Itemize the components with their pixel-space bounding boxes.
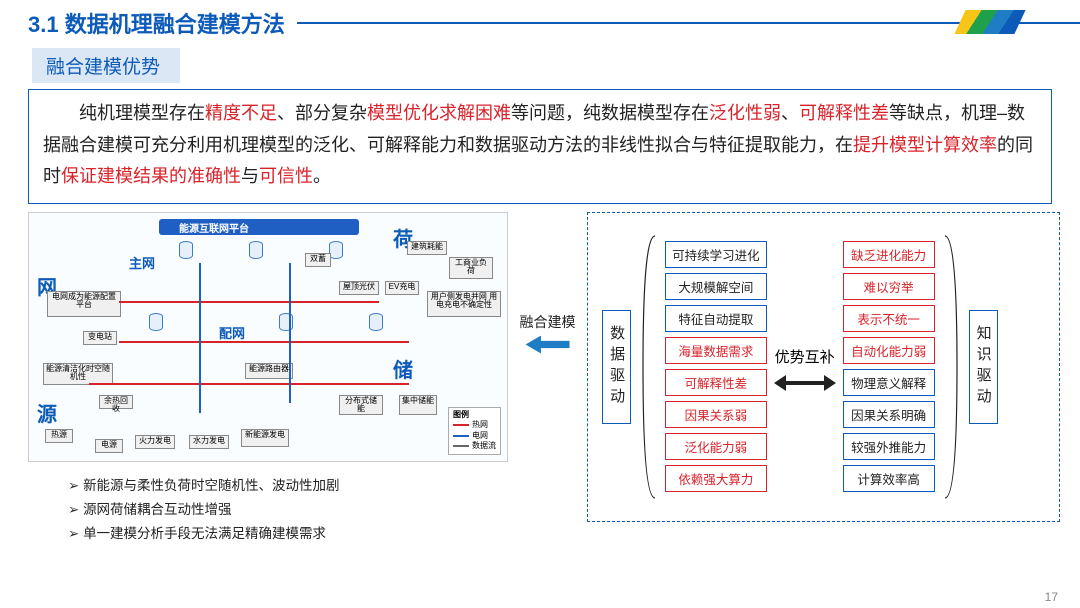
- bullet-item: 单一建模分析手段无法满足精确建模需求: [68, 520, 508, 544]
- diagram-box: 分布式储能: [339, 395, 383, 415]
- middle-column: 融合建模: [518, 212, 577, 354]
- diagram-box: 余热回收: [99, 395, 133, 409]
- desc-fragment: 保证建模结果的准确性: [61, 166, 241, 186]
- left-column: 能源互联网平台网荷源储主网配网电网成为能源配置平台变电站能源清洁化时空随机性余热…: [28, 212, 508, 544]
- capability-tag: 特征自动提取: [665, 305, 767, 332]
- capability-tag: 因果关系明确: [843, 401, 935, 428]
- bracket-right-icon: [943, 232, 961, 502]
- desc-fragment: 。: [313, 166, 331, 186]
- desc-fragment: 模型优化求解困难: [367, 103, 511, 123]
- capability-tag: 可持续学习进化: [665, 241, 767, 268]
- platform-label: 能源互联网平台: [179, 220, 249, 235]
- capability-tag: 计算效率高: [843, 465, 935, 492]
- desc-fragment: 精度不足: [205, 103, 277, 123]
- desc-fragment: 纯机理模型存在: [79, 103, 205, 123]
- diagram-box: 火力发电: [135, 435, 175, 449]
- diagram-box: 新能源发电: [241, 429, 289, 447]
- diagram-box: 建筑耗能: [407, 241, 447, 255]
- arrow-left-icon: [526, 336, 570, 354]
- capability-tag: 难以穷举: [843, 273, 935, 300]
- capability-tag: 物理意义解释: [843, 369, 935, 396]
- comparison-panel: 数据驱动 可持续学习进化大规模解空间特征自动提取海量数据需求可解释性差因果关系弱…: [587, 212, 1060, 522]
- sub-label: 主网: [129, 253, 155, 272]
- section-number: 3.1: [28, 12, 59, 37]
- page-number: 17: [1045, 590, 1058, 604]
- diagram-line: [289, 263, 291, 403]
- capability-tag: 泛化能力弱: [665, 433, 767, 460]
- capability-tag: 缺乏进化能力: [843, 241, 935, 268]
- center-block: 优势互补: [775, 346, 835, 387]
- diagram-box: 电源: [95, 439, 123, 453]
- knowledge-driven-tags: 缺乏进化能力难以穷举表示不统一自动化能力弱物理意义解释因果关系明确较强外推能力计…: [843, 241, 935, 492]
- diagram-box: 能源路由器: [245, 363, 293, 379]
- diagram-box: 集中储能: [399, 395, 437, 415]
- capability-tag: 海量数据需求: [665, 337, 767, 364]
- desc-fragment: 、: [781, 103, 799, 123]
- cylinder-icon: [329, 241, 343, 259]
- data-driven-tags: 可持续学习进化大规模解空间特征自动提取海量数据需求可解释性差因果关系弱泛化能力弱…: [665, 241, 767, 492]
- bracket-left-icon: [639, 232, 657, 502]
- diagram-box: 双蓄: [305, 253, 331, 267]
- capability-tag: 自动化能力弱: [843, 337, 935, 364]
- diagram-box: 能源清洁化时空随机性: [43, 363, 113, 385]
- section-title-text: 数据机理融合建模方法: [65, 12, 285, 37]
- energy-network-diagram: 能源互联网平台网荷源储主网配网电网成为能源配置平台变电站能源清洁化时空随机性余热…: [28, 212, 508, 462]
- diagram-box: 水力发电: [189, 435, 229, 449]
- diagram-box: 变电站: [83, 331, 117, 345]
- sub-label: 配网: [219, 323, 245, 342]
- desc-fragment: 泛化性弱: [709, 103, 781, 123]
- desc-fragment: 可解释性差: [799, 103, 889, 123]
- diagram-box: 用户侧发电并网 用电充电不确定性: [427, 291, 501, 317]
- capability-tag: 大规模解空间: [665, 273, 767, 300]
- diagram-line: [89, 383, 409, 385]
- bullet-item: 源网荷储耦合互动性增强: [68, 496, 508, 520]
- cylinder-icon: [179, 241, 193, 259]
- diagram-box: 工商业负荷: [449, 257, 493, 279]
- knowledge-driven-label: 知识驱动: [969, 310, 998, 424]
- capability-tag: 可解释性差: [665, 369, 767, 396]
- double-arrow-icon: [778, 371, 832, 387]
- diagram-line: [119, 341, 409, 343]
- diagram-box: 电网成为能源配置平台: [47, 291, 121, 317]
- header-accent-stripes: [954, 10, 1025, 34]
- cylinder-icon: [149, 313, 163, 331]
- desc-fragment: 、部分复杂: [277, 103, 367, 123]
- bullet-list: 新能源与柔性负荷时空随机性、波动性加剧源网荷储耦合互动性增强单一建模分析手段无法…: [68, 472, 508, 544]
- cylinder-icon: [369, 313, 383, 331]
- diagram-box: EV充电: [385, 281, 419, 295]
- section-header: 3.1 数据机理融合建模方法: [0, 0, 1080, 40]
- diagram-line: [199, 263, 201, 413]
- fusion-label: 融合建模: [520, 312, 576, 332]
- diagram-box: 屋顶光伏: [339, 281, 379, 295]
- desc-fragment: 提升模型计算效率: [853, 135, 997, 155]
- desc-fragment: 可信性: [259, 166, 313, 186]
- capability-tag: 较强外推能力: [843, 433, 935, 460]
- bullet-item: 新能源与柔性负荷时空随机性、波动性加剧: [68, 472, 508, 496]
- desc-fragment: 等问题，纯数据模型存在: [511, 103, 709, 123]
- content-row: 能源互联网平台网荷源储主网配网电网成为能源配置平台变电站能源清洁化时空随机性余热…: [0, 204, 1080, 544]
- capability-tag: 表示不统一: [843, 305, 935, 332]
- desc-fragment: 与: [241, 166, 259, 186]
- cylinder-icon: [249, 241, 263, 259]
- diagram-legend: 图例热网电网数据流: [448, 407, 501, 455]
- diagram-box: 热源: [45, 429, 73, 443]
- capability-tag: 依赖强大算力: [665, 465, 767, 492]
- description-box: 纯机理模型存在精度不足、部分复杂模型优化求解困难等问题，纯数据模型存在泛化性弱、…: [28, 89, 1052, 204]
- data-driven-label: 数据驱动: [602, 310, 631, 424]
- section-title: 3.1 数据机理融合建模方法: [28, 7, 285, 39]
- capability-tag: 因果关系弱: [665, 401, 767, 428]
- sub-header: 融合建模优势: [32, 48, 180, 83]
- corner-label: 储: [393, 354, 413, 383]
- diagram-line: [119, 301, 379, 303]
- header-rule: [297, 22, 1080, 24]
- complementary-label: 优势互补: [775, 346, 835, 367]
- corner-label: 源: [37, 398, 57, 427]
